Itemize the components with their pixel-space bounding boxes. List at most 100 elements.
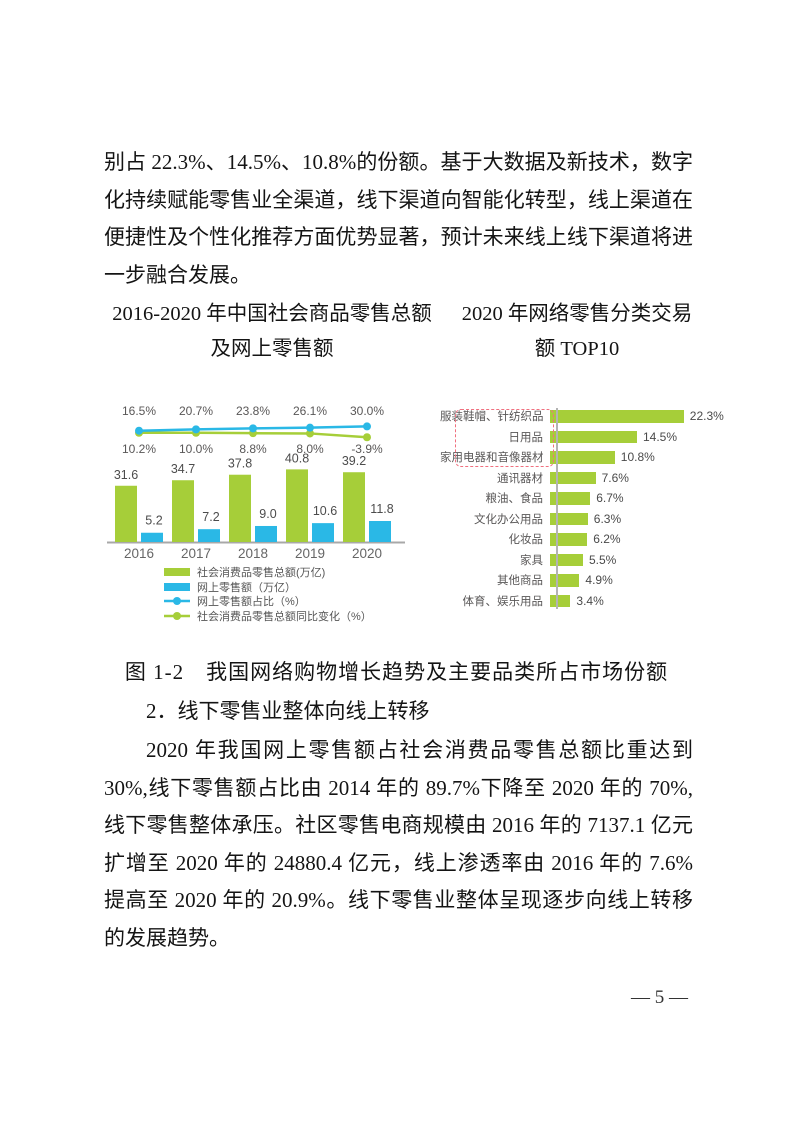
category-label: 日用品 (508, 431, 544, 444)
vertical-axis-line (556, 408, 558, 609)
category-label: 家用电器和音像器材 (440, 452, 544, 465)
online-retail-bar (198, 529, 220, 542)
category-value-label: 22.3% (689, 409, 724, 424)
category-value-label: 6.7% (596, 491, 624, 506)
category-label: 文化办公用品 (474, 513, 543, 526)
legend-label: 网上零售额（万亿） (197, 581, 296, 594)
online-retail-bar (312, 523, 334, 542)
year-tick-label: 2019 (295, 546, 325, 561)
category-row: 化妆品 6.2% (440, 529, 750, 550)
total-retail-value-label: 39.2 (342, 454, 366, 468)
category-row: 日用品 14.5% (440, 427, 750, 448)
trend-line-point (249, 424, 257, 433)
yoy-change-label: 10.2% (122, 442, 156, 456)
category-bar (550, 410, 684, 423)
legend-label: 网上零售额占比（%） (197, 596, 306, 609)
category-bar (550, 594, 571, 607)
legend-label: 社会消费品零售总额(万亿) (197, 567, 326, 580)
category-value-label: 6.3% (593, 511, 622, 526)
body-paragraph: 2020 年我国网上零售额占社会消费品零售总额比重达到 30%,线下零售额占比由… (104, 738, 693, 950)
legend-item: 网上零售额占比（%） (164, 594, 417, 609)
category-bar (550, 574, 580, 587)
left-chart-title-line2: 及网上零售额 (210, 338, 334, 360)
category-bar (550, 451, 615, 464)
trend-line-point (192, 425, 200, 434)
trend-line-point (306, 429, 314, 438)
section-heading: 2．线下零售业整体向线上转移 (146, 699, 430, 723)
category-bar (550, 533, 588, 546)
retail-combo-chart: 31.6 5.2 2016 16.5% 10.2% 34.7 7.2 2017 20.7% 10.… (102, 394, 417, 640)
trend-line-point (363, 422, 371, 431)
legend-line-marker (164, 611, 190, 620)
category-share-chart: 服装鞋帽、针纺织品 22.3% 日用品 14.5% 家用电器和音像器材 10.8% 通讯器材… (440, 398, 750, 616)
online-retail-bar (369, 520, 391, 542)
category-value-label: 4.9% (585, 573, 613, 588)
legend-bar-swatch (164, 582, 190, 591)
category-bar (550, 430, 637, 443)
right-chart-title-line2: 额 TOP10 (534, 338, 620, 360)
yoy-change-label: 8.0% (296, 442, 324, 456)
legend-bar-swatch (164, 568, 190, 577)
online-retail-bar (141, 532, 163, 542)
category-label: 服装鞋帽、针纺织品 (440, 411, 544, 424)
right-chart-title-line1: 2020 年网络零售分类交易 (461, 303, 693, 325)
combo-chart-plot: 31.6 5.2 2016 16.5% 10.2% 34.7 7.2 2017 20.7% 10.… (107, 404, 405, 561)
yoy-change-label: 8.8% (239, 442, 267, 456)
category-bar (550, 471, 596, 484)
online-retail-bar (255, 525, 277, 542)
category-label: 粮油、食品 (485, 493, 544, 506)
total-retail-bar (172, 480, 194, 542)
category-value-label: 10.8% (620, 450, 655, 465)
category-row: 家用电器和音像器材 10.8% (440, 447, 750, 468)
category-value-label: 14.5% (643, 429, 678, 444)
online-share-label: 26.1% (293, 404, 327, 418)
year-tick-label: 2018 (238, 546, 268, 561)
legend-label: 社会消费品零售总额同比变化（%） (197, 610, 372, 623)
category-value-label: 5.5% (589, 552, 617, 567)
combo-chart-legend: 社会消费品零售总额(万亿) 网上零售额（万亿） 网上零售额占比（%） 社会消费品零售总… (164, 565, 417, 623)
trend-line-point (306, 423, 314, 432)
left-chart-title: 2016-2020 年中国社会商品零售总额 及网上零售额 (104, 297, 440, 367)
legend-item: 网上零售额（万亿） (164, 580, 417, 595)
figure-caption: 图 1-2 我国网络购物增长趋势及主要品类所占市场份额 (124, 660, 669, 684)
category-label: 家具 (520, 554, 543, 567)
right-chart-title: 2020 年网络零售分类交易 额 TOP10 (455, 297, 699, 367)
legend-line-marker (164, 597, 190, 606)
online-retail-value-label: 11.8 (370, 502, 393, 516)
total-retail-bar (115, 485, 137, 542)
category-value-label: 6.2% (593, 532, 621, 547)
page-number: — 5 — (631, 987, 688, 1008)
online-share-label: 30.0% (350, 404, 384, 418)
total-retail-value-label: 37.8 (228, 457, 252, 471)
year-tick-label: 2017 (181, 546, 211, 561)
yoy-change-label: 10.0% (179, 442, 213, 456)
online-share-label: 23.8% (236, 404, 270, 418)
paragraph-continuation: 别占 22.3%、14.5%、10.8%的份额。基于大数据及新技术，数字化持续赋… (104, 150, 693, 287)
category-row: 家具 5.5% (440, 550, 750, 571)
category-value-label: 3.4% (576, 593, 604, 608)
year-tick-label: 2016 (124, 546, 154, 561)
category-row: 其他商品 4.9% (440, 570, 750, 591)
category-bar (550, 512, 588, 525)
trend-line-point (135, 426, 143, 435)
year-tick-label: 2020 (352, 546, 382, 561)
hbar-rows: 服装鞋帽、针纺织品 22.3% 日用品 14.5% 家用电器和音像器材 10.8% 通讯器材… (440, 398, 750, 611)
left-chart-title-line1: 2016-2020 年中国社会商品零售总额 (112, 303, 432, 325)
yoy-change-label: -3.9% (351, 442, 383, 456)
legend-item: 社会消费品零售总额同比变化（%） (164, 609, 417, 624)
online-retail-value-label: 7.2 (202, 510, 219, 524)
online-retail-value-label: 10.6 (313, 504, 337, 518)
total-retail-value-label: 31.6 (114, 468, 138, 482)
category-label: 化妆品 (508, 534, 544, 547)
total-retail-bar (343, 472, 365, 542)
total-retail-value-label: 34.7 (171, 462, 195, 476)
category-row: 服装鞋帽、针纺织品 22.3% (440, 406, 750, 427)
total-retail-value-label: 40.8 (285, 451, 309, 465)
trend-line-point (363, 433, 371, 442)
category-bar (550, 492, 591, 505)
category-label: 其他商品 (497, 575, 543, 588)
total-retail-bar (286, 469, 308, 542)
online-share-label: 16.5% (122, 404, 156, 418)
category-value-label: 7.6% (601, 470, 629, 485)
